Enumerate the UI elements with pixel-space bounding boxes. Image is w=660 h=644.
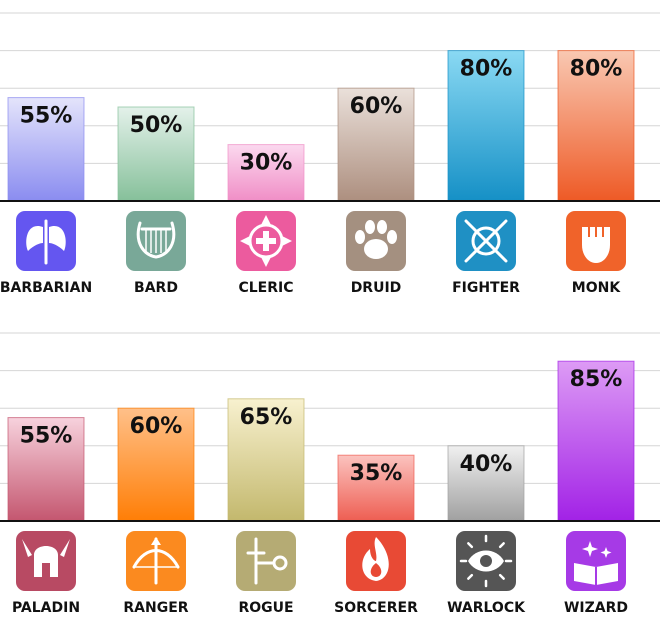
bar-rogue — [227, 398, 305, 522]
category-label-druid: DRUID — [351, 280, 402, 296]
bow-arrow-icon — [126, 531, 186, 591]
paw-icon — [346, 211, 406, 271]
bar-bard — [117, 106, 195, 202]
value-label-wizard: 85% — [570, 367, 623, 392]
fire-icon — [346, 531, 406, 591]
crossed-swords-shield-icon — [456, 211, 516, 271]
category-label-rogue: ROGUE — [238, 600, 293, 616]
category-label-sorcerer: SORCERER — [334, 600, 418, 616]
value-label-monk: 80% — [570, 57, 623, 82]
lyre-icon — [126, 211, 186, 271]
spellbook-icon — [566, 531, 626, 591]
bar-warlock — [447, 445, 525, 522]
value-label-ranger: 60% — [130, 414, 183, 439]
grid-lines — [0, 332, 660, 484]
bar-ranger — [117, 407, 195, 522]
holy-cross-icon — [236, 211, 296, 271]
bar-barbarian — [7, 97, 85, 202]
category-label-cleric: CLERIC — [238, 280, 293, 296]
value-label-druid: 60% — [350, 94, 403, 119]
value-label-barbarian: 55% — [20, 104, 73, 129]
winged-helmet-icon — [16, 531, 76, 591]
bar-fighter — [447, 50, 525, 202]
bar-wizard — [557, 360, 635, 522]
value-label-paladin: 55% — [20, 424, 73, 449]
category-label-wizard: WIZARD — [564, 600, 628, 616]
value-label-fighter: 80% — [460, 57, 513, 82]
category-label-fighter: FIGHTER — [452, 280, 520, 296]
fist-icon — [566, 211, 626, 271]
bar-sorcerer — [337, 454, 415, 522]
bar-monk — [557, 50, 635, 202]
value-label-cleric: 30% — [240, 151, 293, 176]
category-label-bard: BARD — [134, 280, 178, 296]
double-axe-icon — [16, 211, 76, 271]
dagger-key-icon — [236, 531, 296, 591]
grid-lines — [0, 12, 660, 164]
eye-icon — [456, 531, 516, 591]
bar-paladin — [7, 417, 85, 522]
category-label-ranger: RANGER — [123, 600, 188, 616]
value-label-warlock: 40% — [460, 452, 513, 477]
value-label-sorcerer: 35% — [350, 461, 403, 486]
category-label-barbarian: BARBARIAN — [0, 280, 92, 296]
value-label-rogue: 65% — [240, 405, 293, 430]
category-label-warlock: WARLOCK — [447, 600, 526, 616]
bar-druid — [337, 87, 415, 202]
value-label-bard: 50% — [130, 113, 183, 138]
bar-cleric — [227, 144, 305, 202]
category-label-monk: MONK — [572, 280, 622, 296]
category-label-paladin: PALADIN — [12, 600, 80, 616]
